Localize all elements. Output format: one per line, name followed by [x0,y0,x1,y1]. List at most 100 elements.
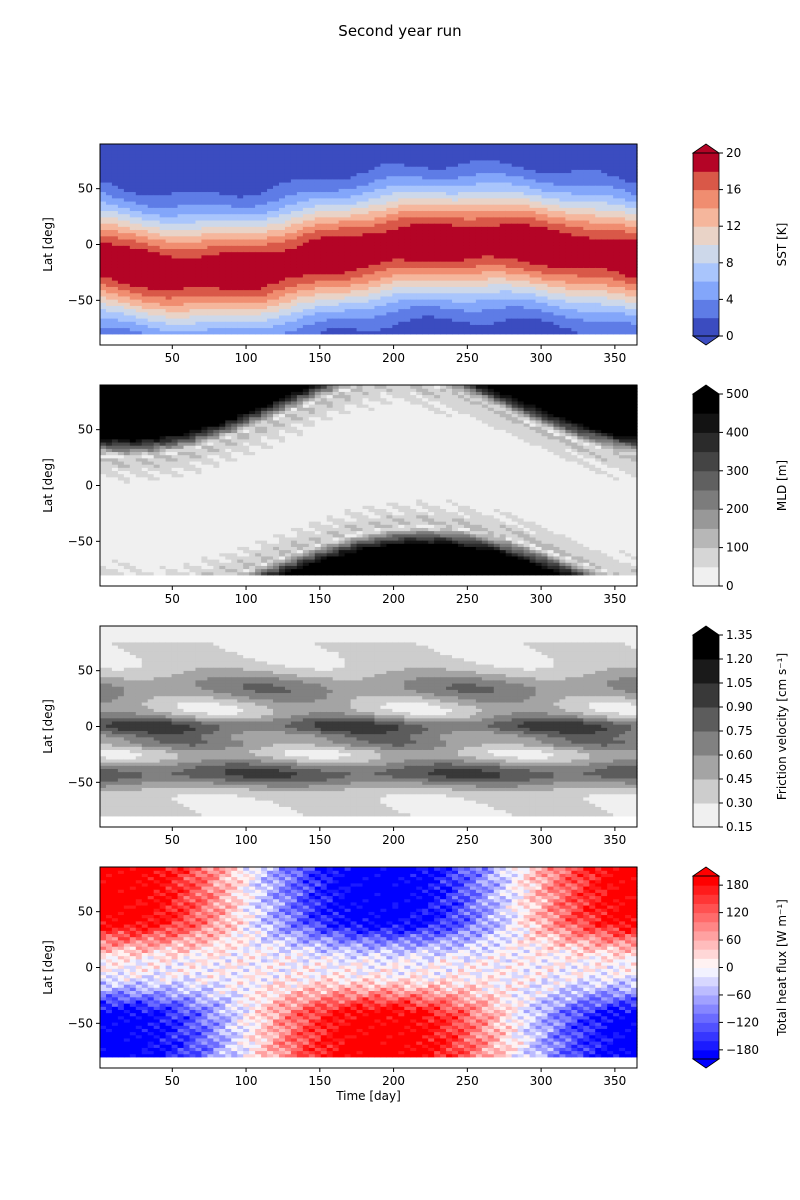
heatmap-cell [201,311,208,316]
heatmap-cell [153,299,161,303]
heatmap-cell [362,188,370,193]
heatmap-cell [207,153,214,158]
heatmap-cell [195,292,203,297]
heatmap-cell [267,238,274,243]
heatmap-cell [249,191,256,196]
heatmap-cell [213,289,220,294]
heatmap-cell [207,324,214,329]
heatmap-cell [207,292,214,297]
heatmap-cell [267,308,274,313]
heatmap-cell [237,254,244,259]
heatmap-cell [255,280,262,284]
heatmap-cell [392,200,399,205]
heatmap-cell [499,144,507,148]
heatmap-cell [189,327,197,332]
heatmap-cell [207,150,214,155]
heatmap-cell [368,289,376,294]
heatmap-cell [273,321,280,325]
heatmap-cell [135,242,143,246]
heatmap-cell [129,245,137,249]
heatmap-cell [105,147,113,151]
heatmap-cell [207,295,214,300]
heatmap-cell [261,181,268,186]
heatmap-cell [237,159,244,164]
heatmap-cell [141,235,149,240]
heatmap-cell [135,162,143,167]
heatmap-cell [344,257,352,262]
heatmap-cell [147,292,155,297]
heatmap-cell [332,226,340,231]
heatmap-cell [350,194,358,199]
heatmap-cell [243,197,250,202]
heatmap-cell [279,242,286,246]
heatmap-cell [159,207,167,212]
heatmap-cell [350,147,358,151]
heatmap-cell [147,153,155,158]
heatmap-cell [171,169,179,174]
heatmap-cell [165,162,173,167]
heatmap-cell [195,264,203,268]
heatmap-cell [195,213,203,218]
heatmap-cell [237,245,244,249]
heatmap-cell [117,273,125,278]
heatmap-cell [207,213,214,218]
heatmap-cell [177,172,185,177]
heatmap-cell [273,280,280,284]
heatmap-cell [290,254,298,259]
heatmap-cell [380,219,387,224]
heatmap-cell [308,210,316,215]
heatmap-cell [290,213,298,218]
heatmap-cell [183,191,191,196]
heatmap-cell [159,172,167,177]
heatmap-cell [290,327,298,332]
heatmap-cell [207,178,214,183]
heatmap-cell [332,305,340,310]
heatmap-cell [153,200,161,205]
heatmap-cell [165,178,173,183]
heatmap-cell [189,248,197,253]
heatmap-cell [237,156,244,161]
heatmap-cell [380,330,387,335]
heatmap-cell [165,270,173,275]
heatmap-cell [267,191,274,196]
heatmap-cell [135,267,143,272]
heatmap-cell [201,295,208,300]
heatmap-cell [249,178,256,183]
heatmap-cell [171,318,179,322]
heatmap-cell [374,147,382,151]
heatmap-cell [177,191,185,196]
heatmap-cell [332,280,340,284]
heatmap-cell [111,219,119,224]
heatmap-cell [177,166,185,170]
heatmap-cell [189,216,197,221]
heatmap-cell [338,147,346,151]
heatmap-cell [308,229,316,234]
heatmap-cell [207,327,214,332]
heatmap-cell [165,147,173,151]
heatmap-cell [392,147,399,151]
heatmap-cell [326,197,334,202]
heatmap-cell [290,162,298,167]
heatmap-cell [105,194,113,199]
heatmap-cell [177,261,185,265]
heatmap-cell [165,200,173,205]
heatmap-cell [159,226,167,231]
heatmap-cell [273,314,280,319]
heatmap-cell [207,314,214,319]
heatmap-cell [302,276,310,281]
heatmap-cell [129,283,137,287]
heatmap-cell [165,280,173,284]
heatmap-cell [380,175,387,180]
heatmap-cell [320,210,328,215]
heatmap-cell [111,305,119,310]
heatmap-cell [207,267,214,272]
heatmap-cell [290,144,298,148]
heatmap-cell [237,305,244,310]
heatmap-cell [350,219,358,224]
heatmap-cell [404,286,411,291]
heatmap-cell [320,311,328,316]
heatmap-cell [165,185,173,189]
heatmap-cell [105,280,113,284]
heatmap-cell [111,188,119,193]
heatmap-cell [356,172,364,177]
